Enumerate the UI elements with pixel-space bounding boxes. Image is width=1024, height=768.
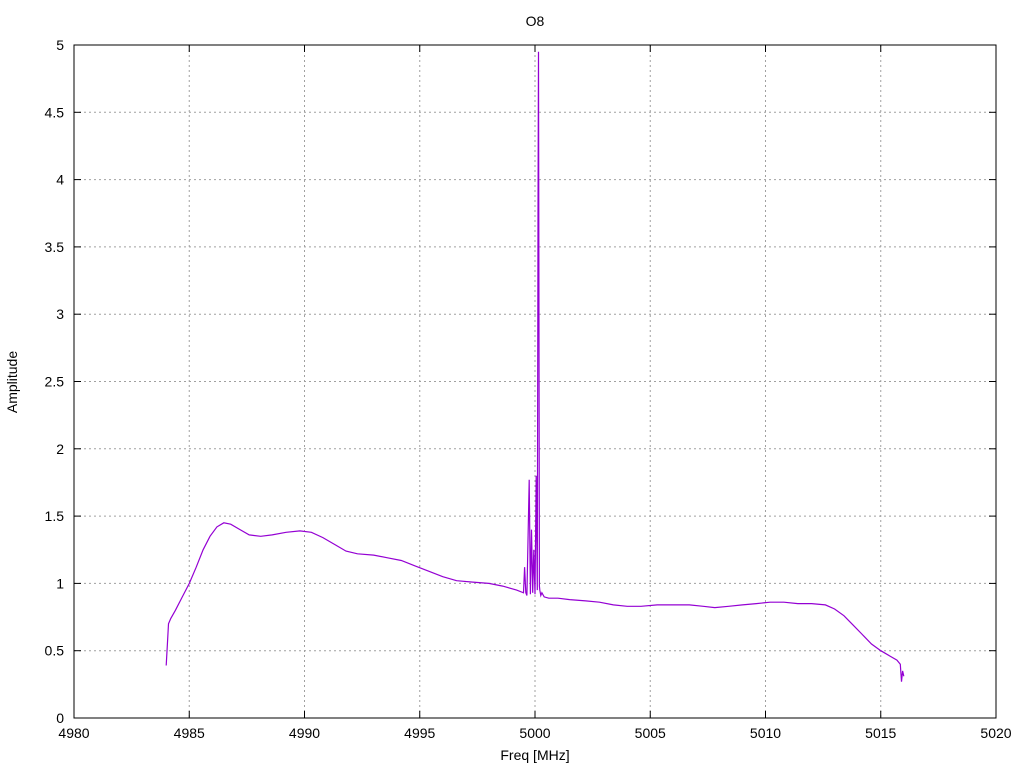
y-tick-label: 2.5 <box>45 374 65 390</box>
x-tick-label: 5005 <box>635 725 666 741</box>
grid <box>74 45 996 718</box>
x-tick-label: 4990 <box>289 725 320 741</box>
x-axis-label: Freq [MHz] <box>500 747 569 763</box>
y-tick-label: 3.5 <box>45 239 65 255</box>
y-tick-label: 5 <box>56 37 64 53</box>
series <box>165 51 905 682</box>
x-tick-label: 4995 <box>404 725 435 741</box>
x-tick-label: 5010 <box>750 725 781 741</box>
y-tick-label: 3 <box>56 306 64 322</box>
x-tick-label: 4980 <box>58 725 89 741</box>
x-tick-label: 5015 <box>865 725 896 741</box>
x-tick-label: 5020 <box>980 725 1011 741</box>
y-tick-label: 1 <box>56 575 64 591</box>
y-tick-label: 0 <box>56 710 64 726</box>
y-axis-label: Amplitude <box>4 351 20 413</box>
chart-title: O8 <box>526 13 545 29</box>
y-tick-label: 2 <box>56 441 64 457</box>
y-tick-label: 4 <box>56 172 64 188</box>
y-tick-label: 0.5 <box>45 643 65 659</box>
x-tick-label: 5000 <box>519 725 550 741</box>
series-line <box>165 51 905 682</box>
x-tick-label: 4985 <box>174 725 205 741</box>
y-tick-label: 1.5 <box>45 508 65 524</box>
y-tick-label: 4.5 <box>45 104 65 120</box>
axis-ticks: 4980 4985 4990 4995 5000 5005 5010 5015 5020 0 0.5… <box>45 37 1012 741</box>
